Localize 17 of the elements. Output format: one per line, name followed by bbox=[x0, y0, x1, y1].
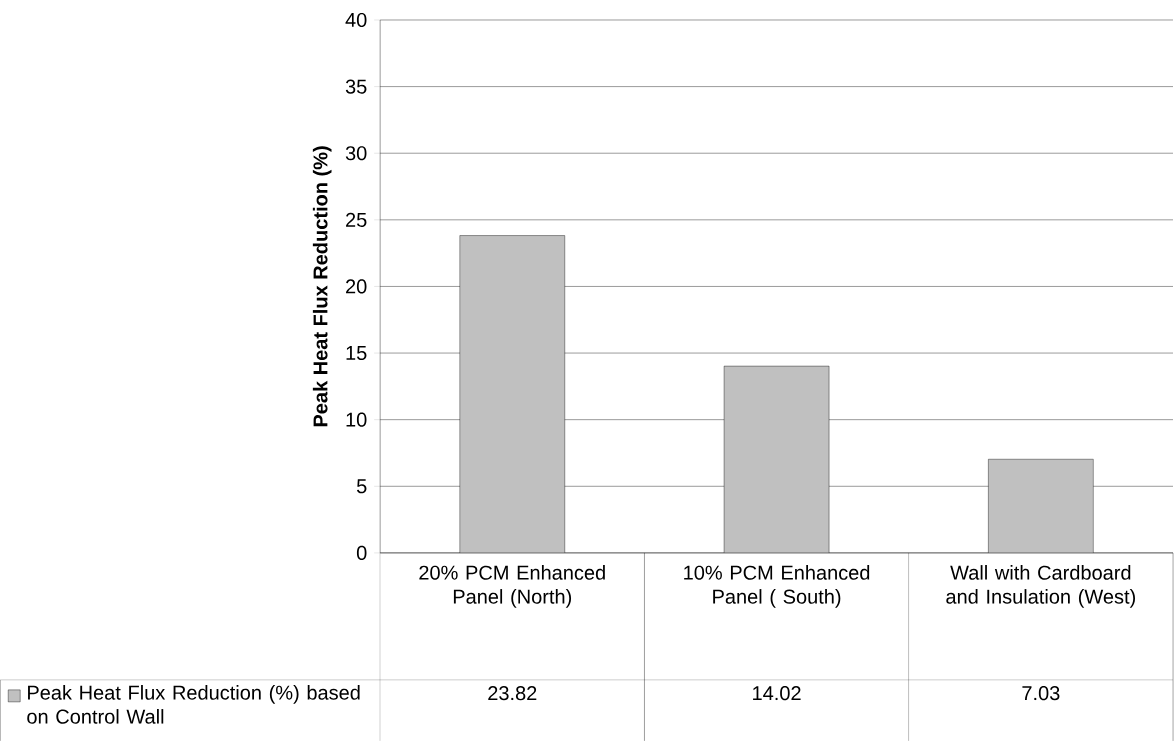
legend-label: Peak Heat Flux Reduction (%) based on Control Wall bbox=[27, 685, 360, 724]
x-tick-label: Wall with Cardboard and Insulation (West) bbox=[946, 565, 1136, 608]
y-tick-label: 10 bbox=[346, 412, 367, 427]
data-label: 23.82 bbox=[488, 686, 537, 701]
y-tick-label: 25 bbox=[346, 212, 367, 227]
y-tick-label: 35 bbox=[345, 79, 367, 94]
y-tick-label: 30 bbox=[345, 146, 367, 161]
x-tick-label: 10% PCM Enhanced Panel ( South) bbox=[684, 565, 870, 608]
y-tick-label: 5 bbox=[356, 479, 367, 494]
x-tick-label: 20% PCM Enhanced Panel (North) bbox=[419, 565, 605, 608]
y-tick-label: 15 bbox=[346, 346, 367, 360]
y-tick-label: 20 bbox=[346, 279, 367, 294]
data-label: 14.02 bbox=[753, 686, 801, 701]
data-label: 7.03 bbox=[1022, 686, 1060, 701]
y-tick-label: 40 bbox=[345, 12, 367, 28]
y-tick-label: 0 bbox=[356, 545, 367, 560]
y-axis-title: Peak Heat Flux Reduction (%) bbox=[312, 146, 332, 427]
